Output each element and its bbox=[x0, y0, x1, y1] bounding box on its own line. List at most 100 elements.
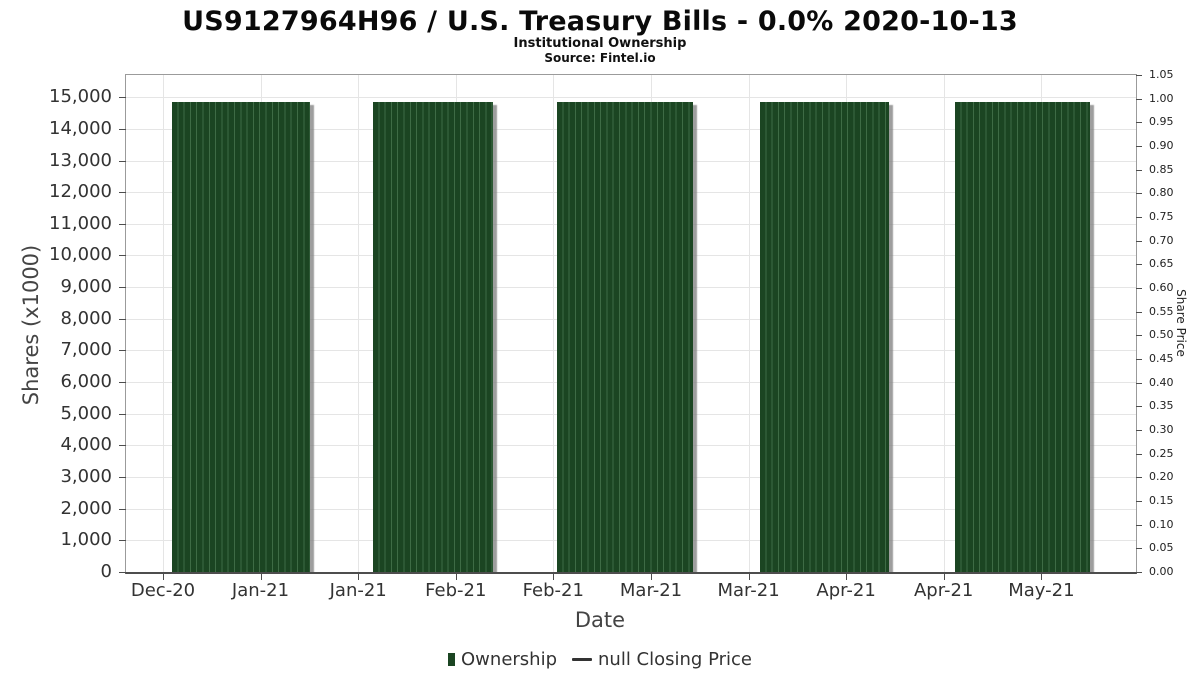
y-axis-tick bbox=[119, 97, 126, 99]
y-axis-title-right: Share Price bbox=[1174, 289, 1188, 357]
y-tick-label: 12,000 bbox=[49, 181, 112, 203]
y-axis-tick bbox=[119, 413, 126, 415]
y-axis-tick bbox=[119, 255, 126, 257]
y-axis-tick bbox=[119, 128, 126, 130]
chart-source: Source: Fintel.io bbox=[544, 51, 656, 65]
y2-axis-tick bbox=[1136, 169, 1142, 171]
y2-axis-tick bbox=[1136, 146, 1142, 147]
x-axis-tick bbox=[553, 574, 555, 580]
y2-axis-tick bbox=[1136, 288, 1142, 289]
y-axis-tick bbox=[119, 445, 126, 447]
x-tick-label: Feb-21 bbox=[425, 580, 487, 601]
y-tick-label: 10,000 bbox=[49, 244, 112, 266]
gridline-vertical bbox=[553, 75, 555, 572]
y2-axis-tick bbox=[1136, 453, 1142, 455]
legend: Ownership null Closing Price bbox=[0, 646, 1200, 672]
y2-axis-tick bbox=[1136, 548, 1142, 550]
y-axis-tick bbox=[119, 382, 126, 384]
legend-label-ownership: Ownership bbox=[461, 648, 558, 670]
x-axis-tick bbox=[163, 574, 164, 580]
x-tick-label: Dec-20 bbox=[130, 580, 196, 601]
y-axis-tick bbox=[119, 223, 126, 225]
y2-tick-label: 0.95 bbox=[1149, 115, 1174, 129]
gridline-vertical bbox=[943, 75, 945, 572]
y2-tick-label: 0.65 bbox=[1149, 257, 1174, 271]
y2-axis-tick bbox=[1136, 406, 1142, 408]
ownership-bar-group[interactable] bbox=[760, 101, 889, 572]
legend-label-closing-price: null Closing Price bbox=[598, 648, 752, 670]
y-tick-label: 14,000 bbox=[49, 117, 112, 139]
x-axis-tick bbox=[651, 574, 652, 580]
plot-area bbox=[126, 75, 1136, 572]
ownership-bar-group[interactable] bbox=[557, 101, 693, 572]
y2-axis-tick bbox=[1136, 311, 1142, 313]
y2-tick-label: 0.30 bbox=[1149, 423, 1174, 436]
x-axis-tick bbox=[846, 574, 848, 580]
y2-axis-tick bbox=[1136, 359, 1142, 360]
closing-price-line-marker-icon bbox=[572, 657, 593, 661]
chart-subtitle: Institutional Ownership bbox=[513, 36, 687, 51]
y-tick-label: 4,000 bbox=[60, 434, 112, 456]
y2-tick-label: 1.00 bbox=[1149, 91, 1174, 105]
y-axis-tick bbox=[119, 350, 126, 352]
y2-tick-label: 1.05 bbox=[1149, 68, 1174, 81]
x-axis-tick bbox=[358, 574, 360, 580]
ownership-bar-group[interactable] bbox=[373, 101, 493, 572]
x-tick-label: Mar-21 bbox=[717, 580, 780, 601]
y-tick-label: 3,000 bbox=[60, 466, 112, 487]
y2-tick-label: 0.80 bbox=[1149, 186, 1174, 200]
y2-tick-label: 0.85 bbox=[1149, 162, 1174, 176]
y2-axis-tick bbox=[1136, 335, 1142, 337]
y-tick-label: 9,000 bbox=[60, 276, 112, 298]
y2-axis-tick bbox=[1136, 430, 1142, 431]
y2-tick-label: 0.35 bbox=[1149, 399, 1174, 413]
y-axis-tick bbox=[119, 508, 126, 510]
x-tick-label: Mar-21 bbox=[619, 580, 683, 601]
y-tick-label: 6,000 bbox=[60, 371, 112, 393]
x-tick-label: May-21 bbox=[1008, 580, 1075, 601]
y-axis-tick bbox=[119, 477, 126, 478]
y-tick-label: 2,000 bbox=[60, 497, 112, 519]
y2-tick-label: 0.50 bbox=[1149, 328, 1174, 342]
y-axis-tick bbox=[119, 192, 126, 194]
x-tick-label: Feb-21 bbox=[522, 580, 584, 601]
gridline-vertical bbox=[163, 75, 164, 572]
x-axis-title: Date bbox=[574, 608, 626, 632]
y2-axis-tick bbox=[1136, 75, 1142, 76]
y2-tick-label: 0.60 bbox=[1149, 281, 1174, 294]
y-axis-title-left: Shares (x1000) bbox=[19, 244, 43, 406]
y2-tick-label: 0.10 bbox=[1149, 517, 1174, 531]
y-axis-tick bbox=[119, 287, 126, 289]
y2-axis-tick bbox=[1136, 98, 1142, 100]
chart-title: US9127964H96 / U.S. Treasury Bills - 0.0… bbox=[182, 6, 1018, 37]
y2-tick-label: 0.05 bbox=[1149, 541, 1174, 555]
x-tick-label: Apr-21 bbox=[913, 580, 974, 601]
y2-axis-tick bbox=[1136, 524, 1142, 526]
y-tick-label: 7,000 bbox=[60, 339, 112, 361]
y2-tick-label: 0.25 bbox=[1149, 446, 1174, 460]
ownership-bar-group[interactable] bbox=[172, 101, 310, 572]
gridline-vertical bbox=[748, 75, 750, 572]
y2-axis-tick bbox=[1136, 477, 1142, 479]
legend-item-closing-price[interactable]: null Closing Price bbox=[572, 649, 752, 670]
y-axis-tick bbox=[119, 160, 126, 162]
ownership-bar-marker-icon bbox=[448, 652, 456, 666]
y2-axis-tick bbox=[1136, 501, 1142, 502]
legend-item-ownership[interactable]: Ownership bbox=[448, 649, 557, 670]
x-axis-tick bbox=[943, 574, 945, 580]
y2-tick-label: 0.55 bbox=[1149, 304, 1174, 318]
y-tick-label: 13,000 bbox=[49, 149, 112, 171]
y2-axis-tick bbox=[1136, 240, 1142, 242]
ownership-bar-group[interactable] bbox=[955, 101, 1090, 572]
y-axis-tick bbox=[119, 540, 126, 542]
y2-axis-tick bbox=[1136, 382, 1142, 384]
y-tick-label: 1,000 bbox=[60, 529, 112, 551]
x-axis-tick bbox=[455, 574, 457, 580]
y-tick-label: 8,000 bbox=[60, 307, 112, 329]
y2-tick-label: 0.90 bbox=[1149, 139, 1174, 152]
y2-tick-label: 0.40 bbox=[1149, 375, 1174, 389]
y2-axis-tick bbox=[1136, 217, 1142, 218]
y2-tick-label: 0.45 bbox=[1149, 352, 1174, 365]
y2-tick-label: 0.00 bbox=[1149, 565, 1174, 578]
